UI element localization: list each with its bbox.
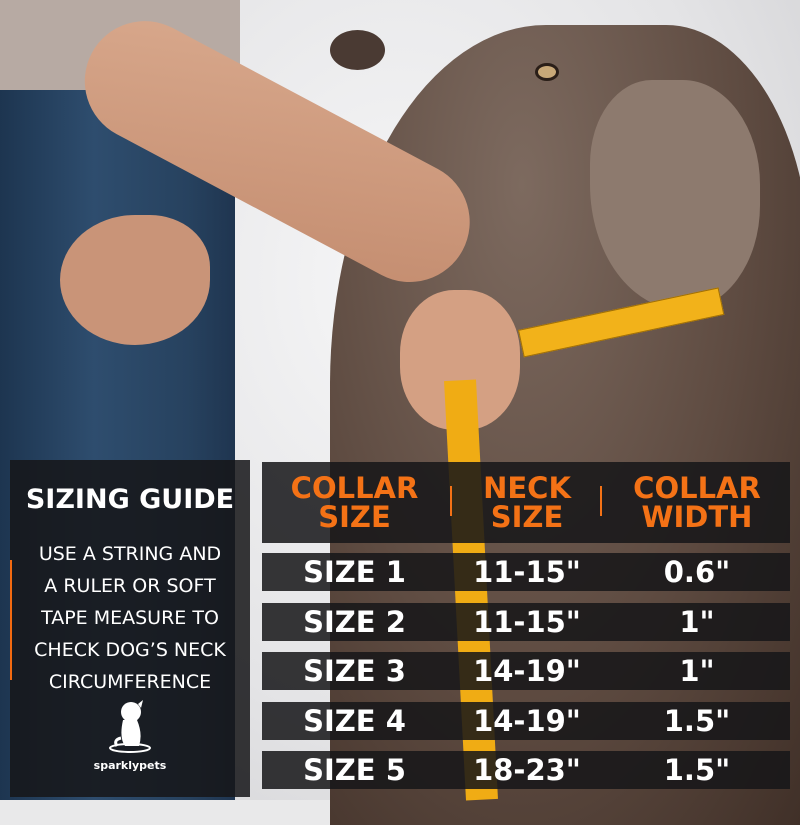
accent-line xyxy=(10,560,12,680)
collar-size-cell: SIZE 5 xyxy=(303,753,406,787)
neck-size-cell: 14-19" xyxy=(473,704,581,738)
instruction-line: TAPE MEASURE TO xyxy=(41,607,219,629)
table-row: SIZE 1 11-15" 0.6" xyxy=(262,553,790,591)
table-header: COLLAR SIZE NECK SIZE COLLAR WIDTH xyxy=(262,462,790,543)
table-row: SIZE 3 14-19" 1" xyxy=(262,652,790,690)
sizing-guide-panel: SIZING GUIDE USE A STRING AND A RULER OR… xyxy=(10,460,250,797)
collar-width-cell: 1" xyxy=(679,654,715,688)
brand-logo: sparklypets xyxy=(10,698,250,773)
neck-size-cell: 18-23" xyxy=(473,753,581,787)
collar-size-cell: SIZE 2 xyxy=(303,605,406,639)
instruction-line: CHECK DOG’S NECK xyxy=(34,639,226,661)
instruction-line: CIRCUMFERENCE xyxy=(48,671,212,693)
header-divider xyxy=(450,486,452,516)
dog-logo-icon xyxy=(109,700,151,753)
collar-size-cell: SIZE 4 xyxy=(303,704,406,738)
collar-width-cell: 0.6" xyxy=(663,555,731,589)
header-collar-size: COLLAR SIZE xyxy=(290,470,419,534)
table-row: SIZE 5 18-23" 1.5" xyxy=(262,751,790,789)
header-collar-width: COLLAR WIDTH xyxy=(633,470,761,534)
sizing-guide-title: SIZING GUIDE xyxy=(25,484,235,515)
header-neck-size: NECK SIZE xyxy=(483,470,571,534)
neck-size-cell: 11-15" xyxy=(473,605,581,639)
neck-size-cell: 14-19" xyxy=(473,654,581,688)
brand-name: sparklypets xyxy=(93,759,167,772)
collar-width-cell: 1.5" xyxy=(663,704,731,738)
collar-size-cell: SIZE 3 xyxy=(303,654,406,688)
collar-width-cell: 1" xyxy=(679,605,715,639)
table-row: SIZE 2 11-15" 1" xyxy=(262,603,790,641)
instructions: USE A STRING AND A RULER OR SOFT TAPE ME… xyxy=(10,538,250,698)
table-row: SIZE 4 14-19" 1.5" xyxy=(262,702,790,740)
instruction-line: USE A STRING AND xyxy=(38,543,222,565)
neck-size-cell: 11-15" xyxy=(473,555,581,589)
collar-width-cell: 1.5" xyxy=(663,753,731,787)
instruction-line: A RULER OR SOFT xyxy=(44,575,216,597)
collar-size-cell: SIZE 1 xyxy=(303,555,406,589)
header-divider xyxy=(600,486,602,516)
